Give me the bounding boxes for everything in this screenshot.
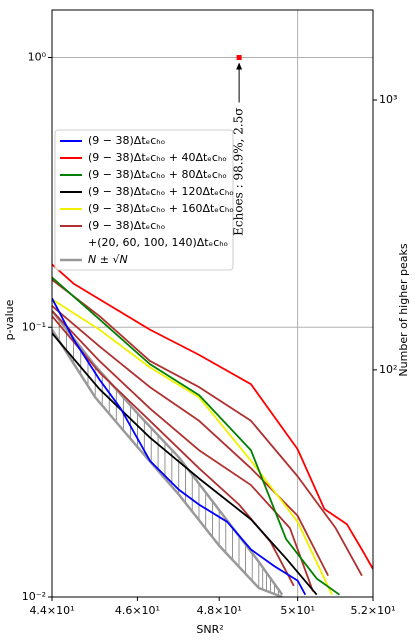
annotation-point <box>236 55 242 61</box>
x-tick-label: 5.2×10¹ <box>350 604 395 617</box>
band-edge <box>52 328 283 597</box>
band <box>52 310 284 597</box>
legend-label: N ± √N <box>88 253 128 266</box>
series-group <box>52 263 373 596</box>
legend-label: (9 − 38)Δtₑcₕₒ + 120Δtₑcₕₒ <box>88 185 234 198</box>
legend-label: (9 − 38)Δtₑcₕₒ + 160Δtₑcₕₒ <box>88 202 234 215</box>
legend-label: (9 − 38)Δtₑcₕₒ <box>88 134 165 147</box>
series-line <box>52 298 333 596</box>
y-tick-label: 10⁻¹ <box>22 320 46 333</box>
legend-box <box>54 129 234 271</box>
legend: (9 − 38)Δtₑcₕₒ (9 − 38)Δtₑcₕₒ + 40Δtₑcₕₒ (… <box>54 129 234 271</box>
y2-tick-label: 10² <box>379 363 397 376</box>
series-line <box>52 305 329 577</box>
y-axis-label: p-value <box>3 299 16 340</box>
series-line <box>52 332 318 596</box>
band-edge <box>52 310 284 596</box>
x-axis-label: SNR² <box>196 623 223 636</box>
plot-frame <box>51 9 374 598</box>
y2-tick-label: 10³ <box>379 93 397 106</box>
legend-label: (9 − 38)Δtₑcₕₒ + 80Δtₑcₕₒ <box>88 168 227 181</box>
series-line <box>52 276 340 596</box>
x-tick-label: 4.4×10¹ <box>29 604 74 617</box>
annotation-text: Echoes : 98.9%, 2.5σ <box>232 108 246 236</box>
x-tick-label: 4.6×10¹ <box>115 604 160 617</box>
x-tick-label: 5×10¹ <box>280 604 315 617</box>
annotation-arrowhead <box>236 62 243 70</box>
series-line <box>52 263 373 570</box>
series-line <box>52 297 307 596</box>
series-line <box>52 279 363 577</box>
y-tick-label: 10⁰ <box>28 51 47 64</box>
legend-label: (9 − 38)Δtₑcₕₒ <box>88 219 165 232</box>
legend-label: (9 − 38)Δtₑcₕₒ + 40Δtₑcₕₒ <box>88 151 227 164</box>
y2-axis-label: Number of higher peaks <box>397 243 410 376</box>
x-tick-label: 4.8×10¹ <box>197 604 242 617</box>
legend-label: +(20, 60, 100, 140)Δtₑcₕₒ <box>88 236 228 249</box>
series-line <box>52 310 314 592</box>
y-tick-label: 10⁻² <box>22 590 46 603</box>
